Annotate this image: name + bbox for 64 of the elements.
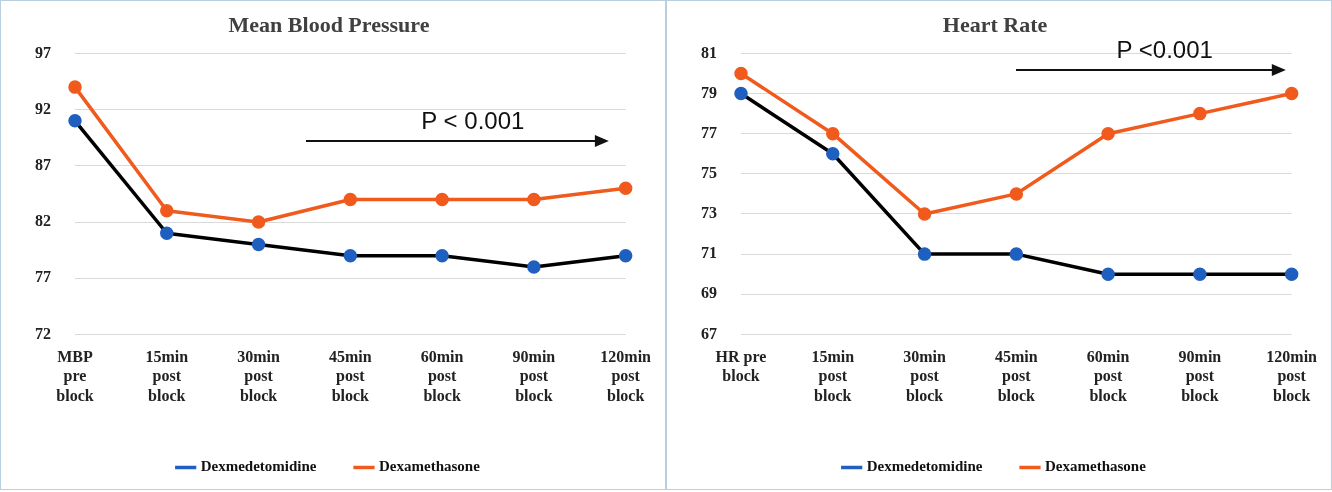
y-tick-label: 79 [701,83,717,101]
point [68,80,82,94]
chart-title: Mean Blood Pressure [228,11,430,37]
point [527,260,541,274]
point [1284,267,1299,281]
annotation: P <0.001 [1116,36,1213,65]
y-tick-label: 77 [35,268,51,286]
x-tick-label: MBP pre block [56,348,94,404]
x-tick-label: 45min post block [329,348,372,404]
y-tick-label: 87 [35,155,51,173]
y-tick-label: 97 [35,43,51,61]
point [1284,86,1299,101]
point [1101,267,1115,281]
y-tick-label: 92 [35,99,51,117]
y-tick-label: 71 [701,244,717,262]
point [1193,106,1207,121]
y-tick-label: 67 [701,324,717,342]
point [527,192,541,207]
point [917,247,932,261]
point [826,126,840,141]
x-tick-label: 90min post block [1178,348,1222,404]
point [618,181,633,196]
point [68,114,82,128]
point [1009,247,1024,261]
x-tick-label: 90min post block [512,348,556,404]
x-tick-label: 60min post block [1086,348,1130,404]
x-tick-label: 45min post block [995,348,1038,404]
point [251,215,266,229]
y-tick-label: 73 [701,204,717,222]
legend-label: Dexamethasone [379,458,481,475]
point [1009,187,1024,201]
x-tick-label: 120min post block [1266,348,1318,404]
x-tick-label: 15min post block [145,348,189,404]
x-tick-label: 30min post block [237,348,280,404]
point [435,192,449,207]
x-tick-label: 30min post block [903,348,946,404]
y-tick-label: 77 [701,123,717,141]
point [160,204,174,218]
y-tick-label: 72 [35,324,51,342]
legend-label: Dexamethasone [1045,458,1147,475]
x-tick-label: 120min post block [600,348,652,404]
y-tick-label: 69 [701,284,717,302]
x-tick-label: HR pre block [715,348,767,385]
point [618,248,633,263]
x-tick-label: 15min post block [811,348,855,404]
point [826,147,840,161]
point [1101,126,1115,141]
legend-label: Dexmedetomidine [866,458,983,475]
annotation: P < 0.001 [421,106,525,135]
point [343,248,358,263]
point [734,86,748,101]
y-tick-label: 75 [701,163,717,181]
x-tick-label: 60min post block [420,348,464,404]
y-tick-label: 81 [701,43,717,61]
y-tick-label: 82 [35,212,51,230]
point [734,66,748,81]
point [160,226,174,240]
legend-label: Dexmedetomidine [200,458,317,475]
point [251,237,266,252]
point [917,207,932,221]
point [343,192,358,207]
point [435,248,449,263]
chart-title: Heart Rate [942,11,1048,37]
point [1193,267,1207,281]
